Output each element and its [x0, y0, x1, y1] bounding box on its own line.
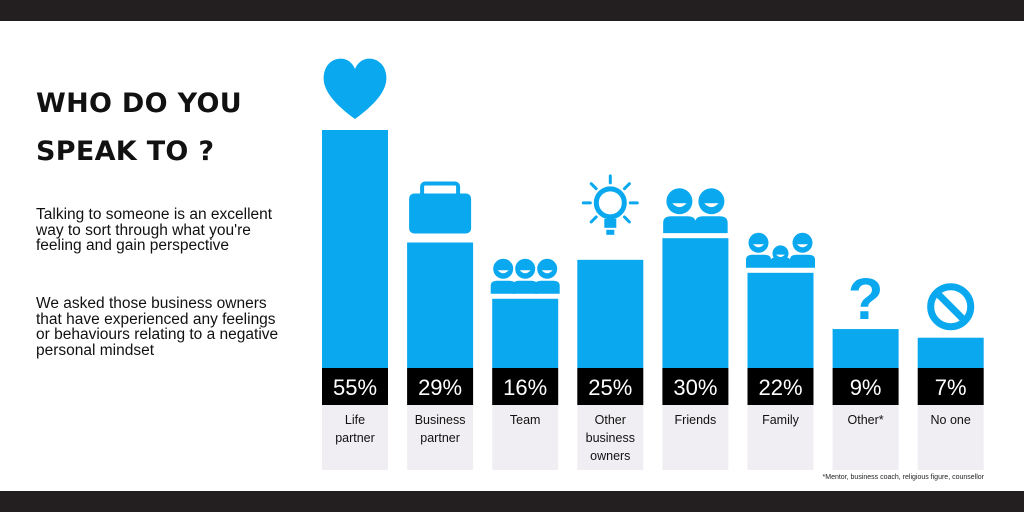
value-label-box: [917, 368, 984, 405]
person-smile: [704, 203, 719, 208]
bar: [832, 329, 899, 368]
person-head: [772, 245, 789, 262]
bulb-ray: [589, 215, 598, 224]
bar: [577, 259, 644, 368]
category-label: Friends: [675, 413, 717, 427]
bar: [662, 238, 729, 368]
bar: [917, 337, 984, 368]
family-icon: [746, 232, 815, 268]
person-head: [748, 232, 769, 253]
category-label: Other business owners: [586, 413, 635, 463]
category-label-bg: [407, 405, 474, 470]
team-icon: [490, 258, 560, 294]
question-icon: ?: [848, 267, 883, 332]
bar: [322, 130, 388, 368]
person-body: [512, 280, 538, 294]
category-label-bg: [832, 405, 899, 470]
value-label: 9%: [850, 375, 882, 400]
heart-icon: [323, 58, 387, 119]
value-label-box: [747, 368, 814, 405]
page-title: WHO DO YOU SPEAK TO ?: [36, 88, 242, 167]
value-label: 16%: [503, 375, 547, 400]
footnote: *Mentor, business coach, religious figur…: [822, 474, 984, 481]
category-label: Other*: [848, 413, 884, 427]
value-label-box: [492, 368, 559, 405]
category-label-bg: [662, 405, 729, 470]
person-body: [490, 280, 516, 294]
value-label-box: [832, 368, 899, 405]
bulb-ray: [589, 182, 598, 191]
bulb-tip: [606, 229, 615, 235]
friends-icon: [663, 188, 728, 234]
value-label: 25%: [588, 375, 632, 400]
category-label: Family: [762, 413, 800, 427]
person-smile: [797, 244, 808, 248]
value-label: 22%: [758, 375, 802, 400]
value-label-box: [662, 368, 729, 405]
person-head: [792, 232, 813, 253]
category-label: Business partner: [415, 413, 466, 445]
category-label: No one: [931, 413, 971, 427]
value-label-box: [577, 368, 644, 405]
value-label: 7%: [935, 375, 967, 400]
person-body: [790, 254, 815, 268]
person-smile: [776, 254, 785, 257]
category-label-bg: [747, 405, 814, 470]
briefcase-icon: [409, 181, 472, 234]
bulb-ray: [622, 182, 631, 191]
no-icon: [927, 283, 975, 331]
person-smile: [497, 270, 509, 274]
person-head: [666, 188, 693, 215]
category-label-bg: [917, 405, 984, 470]
person-body: [695, 216, 728, 234]
bar: [492, 298, 559, 368]
category-label-bg: [577, 405, 644, 470]
person-smile: [541, 270, 553, 274]
category-label-bg: [322, 405, 388, 470]
person-head: [515, 258, 536, 279]
person-head: [493, 258, 514, 279]
bulb-ray: [622, 215, 631, 224]
category-label-bg: [492, 405, 559, 470]
value-label-box: [322, 368, 388, 405]
bar: [747, 272, 814, 368]
value-label: 55%: [333, 375, 377, 400]
lightbulb-icon: [581, 174, 639, 235]
category-label: Team: [510, 413, 541, 427]
person-body: [746, 254, 771, 268]
no-slash: [934, 290, 968, 324]
heart-shape: [323, 58, 387, 119]
person-smile: [753, 244, 764, 248]
bar: [407, 242, 474, 368]
value-label-box: [407, 368, 474, 405]
intro-text: Talking to someone is an excellent way t…: [36, 206, 273, 254]
no-circle: [927, 283, 975, 331]
bulb-base: [604, 218, 617, 228]
briefcase-body: [409, 193, 472, 234]
person-head: [698, 188, 725, 215]
person-smile: [519, 270, 531, 274]
person-body: [770, 257, 791, 268]
value-label: 30%: [673, 375, 717, 400]
person-body: [663, 216, 696, 234]
person-body: [534, 280, 560, 294]
person-head: [537, 258, 558, 279]
value-label: 29%: [418, 375, 462, 400]
question-mark: ?: [848, 267, 883, 332]
category-label: Life partner: [335, 413, 375, 445]
top-band: [0, 0, 1024, 21]
bottom-band: [0, 491, 1024, 512]
person-smile: [672, 203, 687, 208]
bulb-glass: [593, 186, 627, 220]
survey-note: We asked those business owners that have…: [36, 295, 279, 359]
